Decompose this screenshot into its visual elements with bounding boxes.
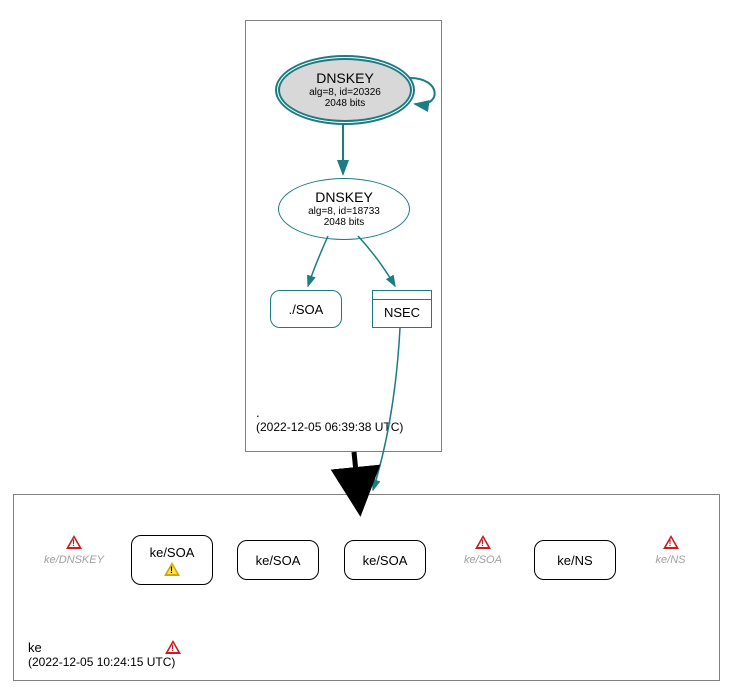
ke-ns-ghost-label: ke/NS xyxy=(648,554,693,566)
ke-ns-ghost: ! ke/NS xyxy=(648,535,693,566)
ksk-title: DNSKEY xyxy=(316,71,374,86)
ke-soa-warn-node: ke/SOA ! xyxy=(131,535,213,585)
ksk-sub1: alg=8, id=20326 xyxy=(309,87,381,98)
ksk-sub2: 2048 bits xyxy=(325,98,366,109)
ke-soa-ghost-label: ke/SOA xyxy=(458,554,508,566)
ke-zone-timestamp: (2022-12-05 10:24:15 UTC) xyxy=(28,655,175,669)
zsk-sub1: alg=8, id=18733 xyxy=(308,206,380,217)
ke-ns-label: ke/NS xyxy=(557,553,592,568)
root-soa-node: ./SOA xyxy=(270,290,342,328)
root-zone-name: . xyxy=(256,405,403,420)
dnskey-zsk-node: DNSKEY alg=8, id=18733 2048 bits xyxy=(278,178,410,240)
ke-zone-label: ke (2022-12-05 10:24:15 UTC) xyxy=(28,640,175,669)
ke-soa1-label: ke/SOA xyxy=(150,545,195,560)
ke-dnskey-ghost: ! ke/DNSKEY xyxy=(39,535,109,566)
warning-icon: ! xyxy=(164,562,180,576)
ke-ns-node: ke/NS xyxy=(534,540,616,580)
ke-soa-node-2: ke/SOA xyxy=(237,540,319,580)
warning-icon: ! xyxy=(475,535,491,549)
ke-soa3-label: ke/SOA xyxy=(363,553,408,568)
dnskey-ksk-node: DNSKEY alg=8, id=20326 2048 bits xyxy=(278,58,412,122)
ke-soa2-label: ke/SOA xyxy=(256,553,301,568)
root-soa-label: ./SOA xyxy=(289,302,324,317)
ke-dnskey-label: ke/DNSKEY xyxy=(39,554,109,566)
root-zone-timestamp: (2022-12-05 06:39:38 UTC) xyxy=(256,420,403,434)
root-nsec-label: NSEC xyxy=(384,305,420,320)
ke-soa-node-3: ke/SOA xyxy=(344,540,426,580)
ke-soa-ghost: ! ke/SOA xyxy=(458,535,508,566)
root-zone-label: . (2022-12-05 06:39:38 UTC) xyxy=(256,405,403,434)
root-nsec-node: NSEC xyxy=(372,290,432,328)
ke-zone-name: ke xyxy=(28,640,175,655)
warning-icon: ! xyxy=(663,535,679,549)
zsk-title: DNSKEY xyxy=(315,190,373,205)
zsk-sub2: 2048 bits xyxy=(324,217,365,228)
warning-icon: ! xyxy=(66,535,82,549)
